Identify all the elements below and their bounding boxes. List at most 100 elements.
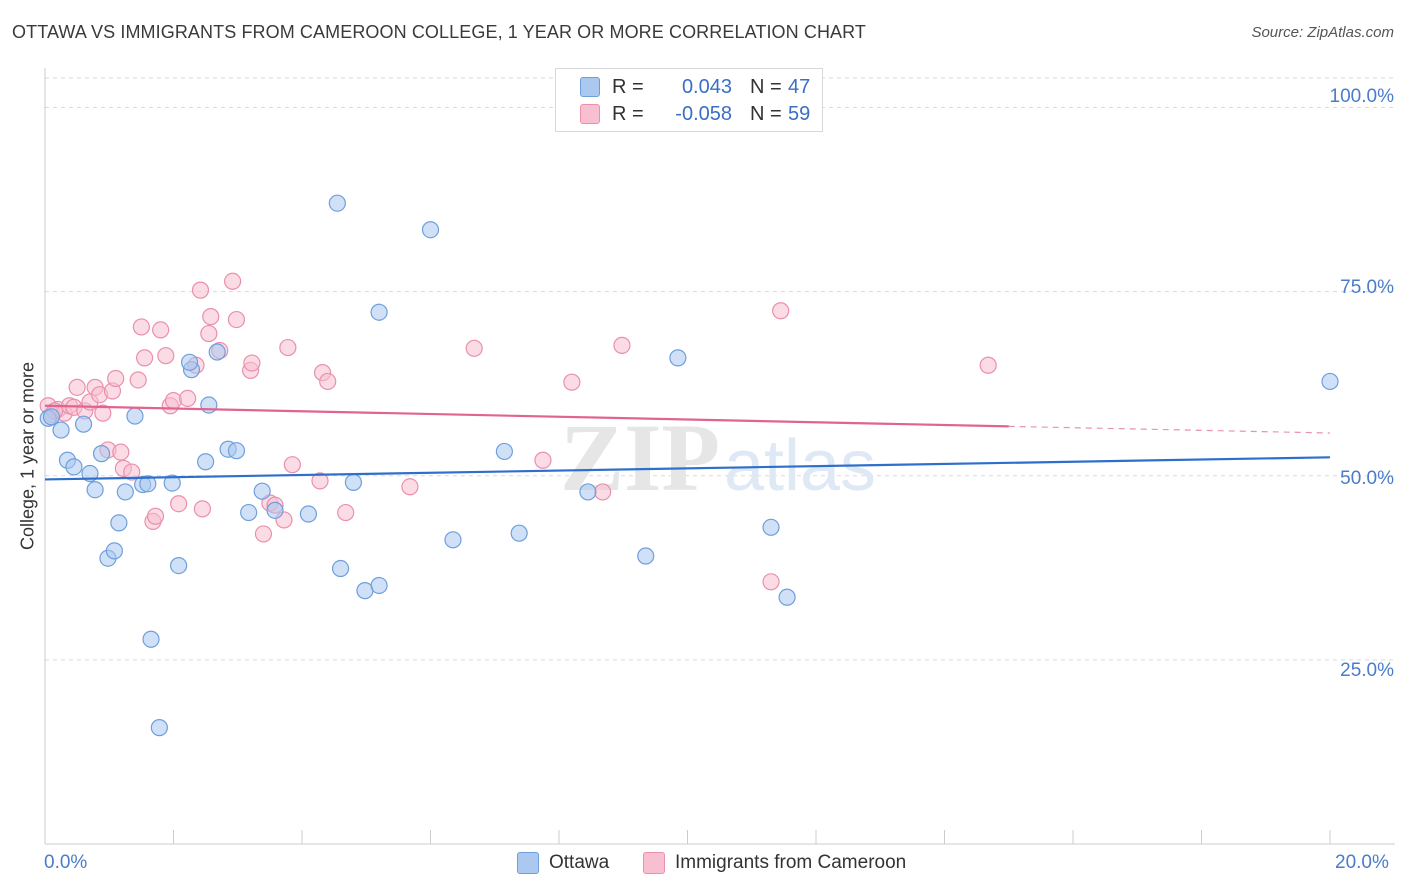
ottawa-point [669, 349, 687, 367]
y-tick-75: 75.0% [1340, 277, 1394, 298]
cameroon-point [762, 573, 780, 591]
cameroon-point [613, 336, 631, 354]
cameroon-swatch [580, 104, 600, 124]
axes [44, 68, 1395, 845]
ottawa-point [495, 442, 513, 461]
cameroon-point [146, 507, 165, 525]
ottawa-trend-line [44, 456, 1331, 481]
ottawa-point [197, 453, 215, 471]
cameroon-point [123, 463, 141, 481]
cameroon-point [279, 338, 297, 357]
ottawa-point [65, 458, 83, 476]
ottawa-point [170, 556, 188, 575]
r-label: R = [612, 102, 644, 125]
cameroon-point [534, 451, 552, 469]
ottawa-point [200, 396, 218, 414]
cameroon-point [112, 443, 130, 461]
ottawa-point [110, 514, 128, 532]
cameroon-point [157, 347, 175, 365]
ottawa-point [208, 343, 226, 361]
cameroon-point [563, 373, 581, 391]
cameroon-point [465, 339, 483, 357]
cameroon-point [132, 318, 150, 336]
n-label: N = [750, 102, 782, 125]
legend-item-ottawa[interactable]: Ottawa [517, 852, 609, 874]
cameroon-point [129, 371, 147, 389]
cameroon-legend-label: Immigrants from Cameroon [675, 852, 907, 873]
ottawa-point [331, 559, 350, 578]
cameroon-point [311, 472, 329, 490]
ottawa-point [299, 505, 318, 523]
cameroon-point [227, 310, 246, 329]
cameroon-point [179, 389, 197, 407]
cameroon-trend-extension [1008, 425, 1331, 434]
ottawa-point [778, 588, 796, 606]
ottawa-points [39, 194, 1339, 737]
ottawa-point [139, 475, 157, 493]
x-tick-right: 20.0% [1335, 852, 1389, 873]
ottawa-point [421, 221, 440, 239]
legend-row-cameroon: R = -0.058 N = 59 [580, 100, 810, 128]
cameroon-point [224, 272, 242, 290]
cameroon-point [401, 478, 419, 496]
cameroon-legend-swatch [643, 852, 665, 874]
cameroon-point [152, 321, 170, 339]
cameroon-points [39, 272, 997, 591]
x-tick-left: 0.0% [44, 852, 88, 873]
cameroon-point [94, 404, 112, 422]
cameroon-point [254, 525, 273, 543]
y-tick-50: 50.0% [1340, 468, 1394, 489]
ottawa-point [92, 445, 111, 463]
ottawa-point [579, 483, 597, 501]
ottawa-point [180, 353, 199, 371]
ottawa-point [370, 576, 388, 595]
cameroon-point [243, 354, 261, 372]
y-tick-25: 25.0% [1340, 660, 1394, 681]
n-value: 59 [788, 102, 811, 125]
y-axis-label: College, 1 year or more [17, 361, 38, 551]
source-label: Source: ZipAtlas.com [1251, 24, 1394, 41]
ottawa-point [150, 719, 168, 737]
ottawa-point [344, 473, 362, 491]
ottawa-point [42, 408, 61, 426]
ottawa-point [266, 501, 284, 519]
legend-row-ottawa: R = 0.043 N = 47 [580, 73, 810, 101]
cameroon-point [283, 456, 301, 474]
ottawa-point [86, 481, 104, 499]
n-value: 47 [788, 75, 811, 98]
cameroon-point [191, 281, 210, 299]
cameroon-point [202, 308, 220, 326]
ottawa-point [328, 194, 346, 212]
ottawa-swatch [580, 77, 600, 97]
ottawa-point [444, 531, 462, 549]
cameroon-point [594, 483, 612, 501]
ottawa-point [1321, 372, 1339, 391]
cameroon-point [164, 392, 183, 410]
cameroon-point [319, 372, 337, 391]
cameroon-point [772, 302, 790, 320]
r-value: -0.058 [675, 102, 732, 125]
cameroon-point [979, 356, 997, 374]
ottawa-point [227, 442, 246, 460]
cameroon-point [135, 349, 154, 367]
ottawa-point [105, 542, 123, 560]
r-label: R = [612, 75, 644, 98]
cameroon-point [68, 378, 86, 396]
cameroon-point [337, 503, 355, 522]
legend-item-cameroon[interactable]: Immigrants from Cameroon [643, 852, 906, 874]
ottawa-point [510, 524, 528, 542]
cameroon-point [193, 500, 212, 518]
n-label: N = [750, 75, 782, 98]
ottawa-point [142, 630, 160, 648]
r-value: 0.043 [681, 75, 732, 98]
ottawa-point [637, 547, 655, 565]
ottawa-point [762, 518, 780, 536]
ottawa-point [126, 407, 144, 425]
ottawa-point [116, 483, 134, 501]
cameroon-trend-line [44, 404, 1009, 428]
cameroon-point [170, 495, 188, 513]
correlation-legend: R = 0.043 N = 47 R = -0.058 N = 59 [555, 68, 823, 132]
trend-lines [44, 404, 1331, 481]
ottawa-point [52, 421, 70, 439]
